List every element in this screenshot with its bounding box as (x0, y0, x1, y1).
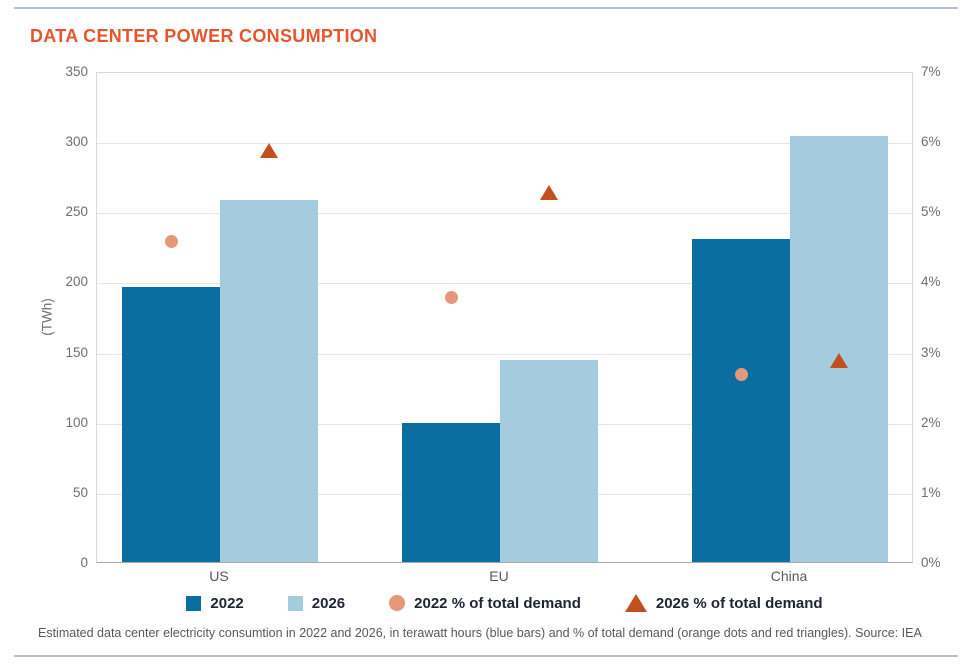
legend-label: 2026 % of total demand (655, 594, 823, 612)
gridline (97, 213, 912, 214)
x-tick-label-eu: EU (489, 568, 509, 584)
legend-item-2022-of-total-demand: 2022 % of total demand (389, 595, 581, 612)
chart-title: DATA CENTER POWER CONSUMPTION (30, 26, 378, 46)
marker-2026-of-total-demand-eu (540, 185, 558, 200)
legend-label: 2022 % of total demand (414, 594, 581, 612)
y-tick-label-right: 5% (921, 204, 941, 219)
legend-label: 2022 (210, 594, 244, 612)
legend-circle-icon (389, 595, 406, 611)
chart: (TWh) 350 300 250 200 150 100 50 0 7% 6% 5% 4% 3% 2%… (39, 64, 941, 584)
legend-item-2026-of-total-demand: 2026 % of total demand (624, 594, 823, 612)
bar-2026-eu (500, 360, 598, 562)
y-tick-label-left: 300 (65, 134, 88, 149)
bar-2026-china (790, 136, 888, 562)
legend-square-icon (287, 595, 303, 611)
bar-2022-china (692, 239, 790, 562)
y-tick-label-left: 350 (65, 64, 88, 79)
y-tick-label-left: 100 (65, 415, 88, 430)
y-tick-label-right: 3% (921, 345, 941, 360)
y-tick-label-right: 4% (921, 274, 941, 289)
marker-2022-of-total-demand-us (165, 235, 178, 248)
caption: Estimated data center electricity consum… (38, 626, 922, 640)
marker-2026-of-total-demand-us (260, 143, 278, 158)
y-tick-label-right: 0% (921, 555, 941, 570)
marker-2022-of-total-demand-eu (445, 291, 458, 304)
plot-area (96, 72, 913, 563)
y-tick-label-left: 50 (72, 485, 88, 500)
gridline (97, 283, 912, 284)
y-tick-label-right: 6% (921, 134, 941, 149)
marker-2026-of-total-demand-china (830, 353, 848, 368)
bottom-divider (14, 655, 958, 657)
y-tick-label-right: 1% (921, 485, 941, 500)
bar-2022-eu (402, 423, 500, 562)
y-tick-label-right: 2% (921, 415, 941, 430)
bar-2022-us (122, 287, 220, 562)
y-tick-label-left: 150 (65, 345, 88, 360)
legend-label: 2026 (311, 594, 346, 612)
top-divider (14, 7, 958, 9)
legend-item-2022: 2022 (186, 594, 244, 612)
y-axis-title: (TWh) (39, 298, 55, 336)
marker-2022-of-total-demand-china (735, 368, 748, 381)
legend-item-2026: 2026 (287, 594, 346, 612)
y-tick-label-right: 7% (921, 64, 941, 79)
x-tick-label-us: US (209, 568, 229, 584)
gridline (97, 354, 912, 355)
y-tick-label-left: 250 (65, 204, 88, 219)
x-tick-label-china: China (770, 568, 808, 584)
legend-square-icon (186, 595, 202, 611)
y-tick-label-left: 0 (80, 555, 88, 570)
bar-2026-us (220, 200, 318, 562)
gridline (97, 143, 912, 144)
legend: 2022 2026 2022 % of total demand 2026 % of … (96, 591, 913, 615)
legend-triangle-icon (624, 594, 647, 612)
y-tick-label-left: 200 (65, 274, 88, 289)
